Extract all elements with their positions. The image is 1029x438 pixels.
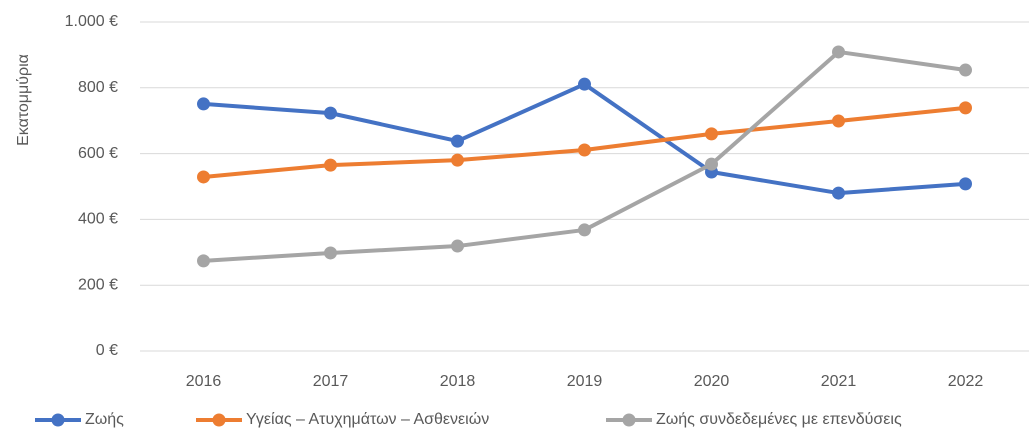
y-axis-label: Εκατομμύρια [15,54,32,146]
y-tick-label: 200 € [78,276,118,293]
legend-label: Ζωής συνδεδεμένες με επενδύσεις [656,411,902,428]
data-point [451,134,464,148]
data-point [832,114,845,128]
data-point [324,158,337,172]
y-tick-label: 800 € [78,79,118,96]
series-line [203,82,966,196]
data-point [197,170,210,184]
series-line [203,105,966,179]
legend-label: Υγείας – Ατυχημάτων – Ασθενειών [246,411,489,428]
y-tick-label: 600 € [78,145,118,162]
data-point [197,254,210,268]
data-point [324,106,337,120]
data-point [578,143,591,157]
data-point [832,186,845,200]
y-tick-label: 400 € [78,211,118,228]
x-tick-label: 2019 [567,373,603,390]
x-tick-label: 2016 [186,373,222,390]
data-point [959,177,972,191]
x-tick-label: 2021 [821,373,857,390]
x-tick-label: 2020 [694,373,730,390]
x-tick-label: 2018 [440,373,476,390]
data-point [578,223,591,237]
x-tick-label: 2017 [313,373,349,390]
legend-marker [51,413,65,427]
data-point [705,127,718,141]
data-point [832,45,845,59]
y-tick-label: 0 € [96,342,118,359]
legend-marker [622,413,636,427]
data-point [197,97,210,111]
data-point [578,77,591,91]
data-point [959,101,972,115]
legend-label: Ζωής [85,411,124,428]
legend-marker [212,413,226,427]
data-point [451,239,464,253]
x-tick-label: 2022 [948,373,984,390]
data-point [959,63,972,77]
y-tick-label: 1.000 € [65,13,118,30]
data-point [451,153,464,167]
data-point [324,246,337,260]
data-point [705,157,718,171]
